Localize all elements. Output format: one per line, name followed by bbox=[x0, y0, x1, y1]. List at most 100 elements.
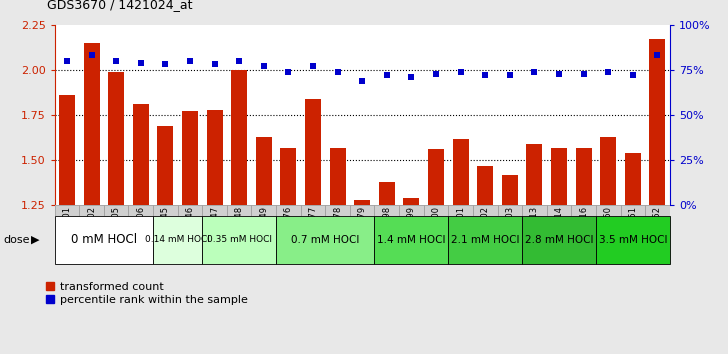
Bar bbox=[305, 99, 321, 354]
Bar bbox=[84, 43, 100, 354]
Point bbox=[504, 73, 515, 78]
Text: 1.4 mM HOCl: 1.4 mM HOCl bbox=[377, 235, 446, 245]
Point bbox=[578, 71, 590, 76]
Point bbox=[430, 71, 442, 76]
Bar bbox=[522, 205, 547, 216]
Point bbox=[258, 63, 269, 69]
Bar bbox=[645, 205, 670, 216]
Text: GSM387678: GSM387678 bbox=[333, 206, 342, 257]
Point bbox=[603, 69, 614, 75]
Bar bbox=[108, 72, 124, 354]
Point bbox=[209, 62, 221, 67]
Point bbox=[332, 69, 344, 75]
Point bbox=[61, 58, 73, 64]
Bar bbox=[202, 205, 227, 216]
Bar bbox=[502, 175, 518, 354]
Text: GSM387648: GSM387648 bbox=[234, 206, 244, 257]
Bar bbox=[355, 200, 370, 354]
Bar bbox=[625, 153, 641, 354]
Text: GSM387602: GSM387602 bbox=[87, 206, 96, 257]
Bar bbox=[424, 205, 448, 216]
Text: ▶: ▶ bbox=[31, 235, 40, 245]
Point bbox=[529, 69, 540, 75]
Point bbox=[455, 69, 467, 75]
Text: GSM387606: GSM387606 bbox=[136, 206, 145, 257]
Bar bbox=[453, 138, 469, 354]
Point bbox=[307, 63, 319, 69]
Text: GSM387752: GSM387752 bbox=[653, 206, 662, 257]
Point bbox=[480, 73, 491, 78]
Bar bbox=[551, 148, 567, 354]
Point bbox=[357, 78, 368, 84]
Bar bbox=[428, 149, 444, 354]
Bar bbox=[620, 205, 645, 216]
Text: GSM387701: GSM387701 bbox=[456, 206, 465, 257]
Text: 2.1 mM HOCl: 2.1 mM HOCl bbox=[451, 235, 520, 245]
Bar bbox=[232, 70, 247, 354]
Text: GSM387714: GSM387714 bbox=[555, 206, 563, 257]
Text: dose: dose bbox=[4, 235, 30, 245]
Text: GSM387702: GSM387702 bbox=[480, 206, 490, 257]
Bar bbox=[497, 205, 522, 216]
Text: GSM387713: GSM387713 bbox=[530, 206, 539, 257]
Bar bbox=[276, 205, 301, 216]
Bar bbox=[153, 205, 178, 216]
Text: GSM387698: GSM387698 bbox=[382, 206, 391, 257]
Text: GSM387676: GSM387676 bbox=[284, 206, 293, 257]
Text: 0 mM HOCl: 0 mM HOCl bbox=[71, 233, 137, 246]
Text: GSM387601: GSM387601 bbox=[63, 206, 71, 257]
Bar bbox=[526, 144, 542, 354]
Point bbox=[652, 53, 663, 58]
Bar bbox=[276, 216, 374, 264]
Text: GSM387716: GSM387716 bbox=[579, 206, 588, 257]
Bar bbox=[227, 205, 251, 216]
Point bbox=[111, 58, 122, 64]
Bar bbox=[132, 104, 149, 354]
Bar bbox=[478, 166, 493, 354]
Bar bbox=[55, 205, 670, 216]
Legend: transformed count, percentile rank within the sample: transformed count, percentile rank withi… bbox=[46, 282, 248, 305]
Text: GSM387646: GSM387646 bbox=[186, 206, 194, 257]
Text: GSM387700: GSM387700 bbox=[432, 206, 440, 257]
Bar bbox=[350, 205, 374, 216]
Point bbox=[381, 73, 392, 78]
Text: GSM387699: GSM387699 bbox=[407, 206, 416, 257]
Bar bbox=[153, 216, 202, 264]
Point bbox=[135, 60, 146, 65]
Point bbox=[234, 58, 245, 64]
Point bbox=[405, 74, 417, 80]
Bar bbox=[601, 137, 616, 354]
Bar bbox=[649, 39, 665, 354]
Bar bbox=[403, 198, 419, 354]
Bar bbox=[79, 205, 104, 216]
Bar bbox=[596, 205, 620, 216]
Text: 3.5 mM HOCl: 3.5 mM HOCl bbox=[598, 235, 667, 245]
Text: GSM387750: GSM387750 bbox=[604, 206, 613, 257]
Bar bbox=[325, 205, 350, 216]
Bar bbox=[330, 148, 346, 354]
Bar bbox=[256, 137, 272, 354]
Point bbox=[553, 71, 565, 76]
Bar bbox=[399, 205, 424, 216]
Text: 0.14 mM HOCl: 0.14 mM HOCl bbox=[145, 235, 210, 244]
Bar bbox=[522, 216, 596, 264]
Bar bbox=[374, 216, 448, 264]
Bar bbox=[128, 205, 153, 216]
Point bbox=[282, 69, 294, 75]
Point bbox=[184, 58, 196, 64]
Bar bbox=[251, 205, 276, 216]
Bar bbox=[157, 126, 173, 354]
Bar bbox=[473, 205, 497, 216]
Bar bbox=[374, 205, 399, 216]
Point bbox=[86, 53, 98, 58]
Bar bbox=[182, 112, 198, 354]
Text: 0.35 mM HOCl: 0.35 mM HOCl bbox=[207, 235, 272, 244]
Text: 2.8 mM HOCl: 2.8 mM HOCl bbox=[525, 235, 593, 245]
Bar bbox=[202, 216, 276, 264]
Bar bbox=[448, 216, 522, 264]
Text: GSM387647: GSM387647 bbox=[210, 206, 219, 257]
Text: GSM387703: GSM387703 bbox=[505, 206, 514, 257]
Text: 0.7 mM HOCl: 0.7 mM HOCl bbox=[291, 235, 360, 245]
Bar bbox=[178, 205, 202, 216]
Bar bbox=[104, 205, 128, 216]
